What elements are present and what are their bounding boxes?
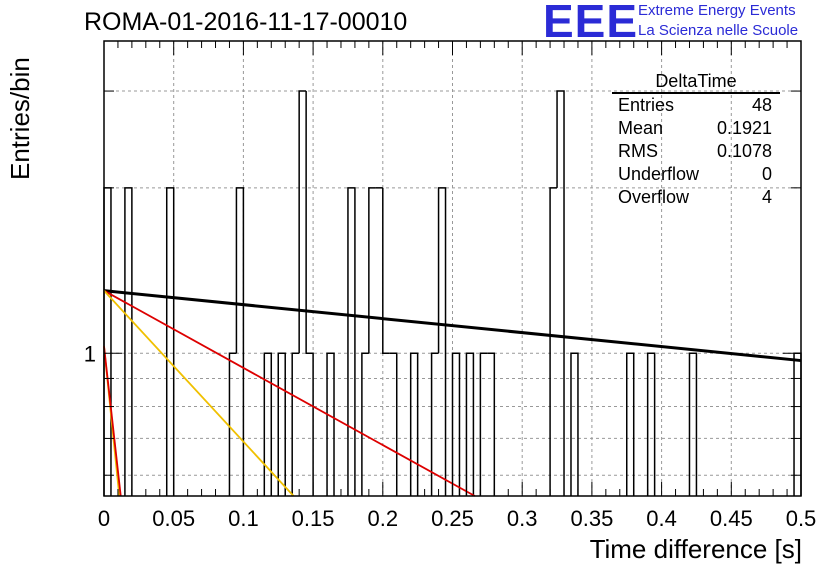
histogram-bar [235, 187, 245, 496]
y-axis-label: Entries/bin [5, 57, 35, 180]
x-tick-label: 0.2 [368, 506, 399, 531]
stats-label: Overflow [618, 187, 690, 207]
fit-line [103, 290, 295, 497]
x-tick-label: 0.35 [570, 506, 613, 531]
histogram-bar [368, 187, 376, 354]
stats-row: RMS 0.1078 [612, 140, 780, 163]
x-tick-label: 0.45 [710, 506, 753, 531]
histogram-bar [556, 90, 565, 496]
histogram-bar [347, 187, 356, 496]
histogram-bar [326, 352, 335, 496]
stats-label: Entries [618, 95, 675, 115]
eee-logo: EEE [543, 0, 639, 47]
histogram-bar [305, 91, 314, 496]
stats-box: DeltaTime Entries 48 Mean 0.1921 RMS 0.1… [612, 70, 780, 209]
x-tick-label: 0.3 [507, 506, 538, 531]
stats-row: Overflow 4 [612, 186, 780, 209]
histogram-bar [430, 352, 439, 496]
fit-line [103, 346, 122, 497]
histogram-bar [479, 352, 488, 496]
histogram-bar [793, 352, 802, 496]
histogram-bar [570, 352, 579, 496]
histogram-bar [549, 187, 558, 496]
stats-label: RMS [618, 141, 658, 161]
histogram-bar [263, 352, 273, 496]
histogram-bar [409, 352, 419, 496]
fit-line [103, 289, 476, 497]
stats-value: 4 [761, 187, 772, 207]
axes [103, 40, 802, 497]
histogram-bar [165, 187, 175, 496]
tick-labels: 0 0.05 0.1 0.15 0.2 0.25 0.3 0.35 0.4 0.45 0.5 1 [84, 341, 817, 531]
stats-value: 0.1078 [716, 141, 772, 161]
x-tick-label: 0 [98, 506, 110, 531]
x-tick-label: 0.25 [431, 506, 474, 531]
histogram-bar [228, 352, 237, 496]
histogram-bar [465, 352, 475, 496]
stats-row: Entries 48 [612, 94, 780, 117]
stats-label: Underflow [618, 164, 700, 184]
histogram-bar [291, 352, 300, 496]
x-tick-label: 0.1 [228, 506, 259, 531]
y-tick-label: 1 [84, 341, 96, 366]
histogram-bar [646, 352, 656, 496]
histogram-bar [389, 352, 398, 496]
histogram-bar [361, 352, 369, 496]
histogram-bar [298, 90, 307, 354]
stats-row: Mean 0.1921 [612, 117, 780, 140]
chart-title: ROMA-01-2016-11-17-00010 [84, 8, 408, 36]
fit-lines [103, 289, 802, 497]
histogram-bar [451, 352, 461, 496]
x-axis-label: Time difference [s] [589, 534, 802, 564]
histogram-bar [103, 187, 112, 496]
stats-label: Mean [618, 118, 664, 138]
stats-value: 0 [761, 164, 772, 184]
logo-subtitle-1: Extreme Energy Events [638, 2, 796, 19]
x-tick-label: 0.05 [152, 506, 195, 531]
histogram-bar [626, 352, 635, 496]
x-tick-label: 0.5 [786, 506, 817, 531]
stats-value: 0.1921 [716, 118, 772, 138]
stats-title: DeltaTime [612, 70, 780, 94]
stats-value: 48 [751, 95, 772, 115]
stats-row: Underflow 0 [612, 163, 780, 186]
logo-subtitle-2: La Scienza nelle Scuole [638, 22, 799, 39]
histogram-bar [688, 352, 698, 496]
histogram-bar [437, 187, 447, 496]
histogram-bar [487, 352, 496, 496]
fit-line [103, 289, 802, 363]
x-tick-label: 0.4 [646, 506, 677, 531]
histogram-bar [277, 352, 286, 496]
histogram-bar [124, 187, 133, 496]
x-tick-label: 0.15 [292, 506, 335, 531]
histogram-bar [382, 187, 390, 355]
